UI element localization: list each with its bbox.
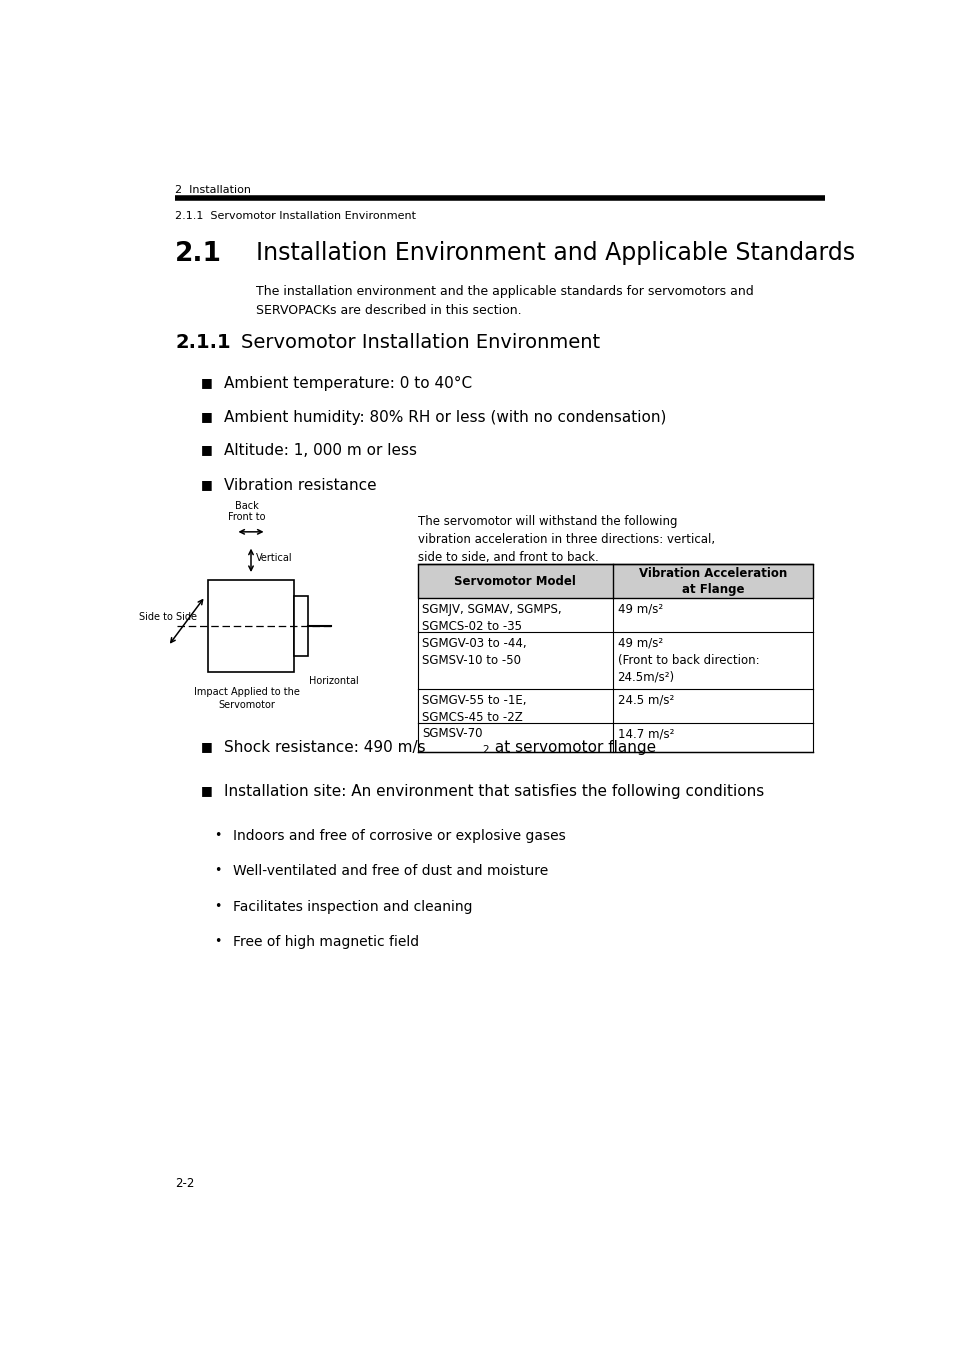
Text: 2-2: 2-2 — [174, 1178, 194, 1190]
Text: 2  Installation: 2 Installation — [174, 185, 251, 195]
Text: Side to Side: Side to Side — [138, 612, 196, 622]
Text: Servomotor: Servomotor — [218, 700, 275, 710]
Text: SGMJV, SGMAV, SGMPS,
SGMCS-02 to -35: SGMJV, SGMAV, SGMPS, SGMCS-02 to -35 — [422, 603, 561, 633]
Bar — [208, 580, 294, 672]
Text: 24.5 m/s²: 24.5 m/s² — [617, 694, 673, 707]
Text: 14.7 m/s²: 14.7 m/s² — [617, 727, 673, 741]
Text: •: • — [214, 864, 222, 877]
Text: Vertical: Vertical — [255, 553, 292, 564]
Text: SGMGV-03 to -44,
SGMSV-10 to -50: SGMGV-03 to -44, SGMSV-10 to -50 — [422, 637, 526, 667]
Bar — [417, 564, 812, 598]
Text: Ambient humidity: 80% RH or less (with no condensation): Ambient humidity: 80% RH or less (with n… — [224, 410, 665, 425]
Text: ■: ■ — [200, 784, 213, 798]
Text: Servomotor Model: Servomotor Model — [454, 575, 576, 588]
Text: ■: ■ — [200, 479, 213, 491]
Text: SGMSV-70: SGMSV-70 — [422, 727, 482, 741]
Text: Well-ventilated and free of dust and moisture: Well-ventilated and free of dust and moi… — [233, 864, 548, 879]
Text: at servomotor flange: at servomotor flange — [490, 740, 656, 754]
Text: 49 m/s²: 49 m/s² — [617, 603, 662, 615]
Text: ■: ■ — [200, 410, 213, 423]
Text: •: • — [214, 829, 222, 842]
Text: Impact Applied to the: Impact Applied to the — [194, 687, 300, 698]
Text: Vibration Acceleration
at Flange: Vibration Acceleration at Flange — [639, 566, 786, 596]
Text: Facilitates inspection and cleaning: Facilitates inspection and cleaning — [233, 900, 472, 914]
Text: The installation environment and the applicable standards for servomotors and
SE: The installation environment and the app… — [256, 285, 754, 316]
Text: Servomotor Installation Environment: Servomotor Installation Environment — [241, 333, 599, 352]
Text: Back: Back — [235, 502, 258, 511]
Text: Shock resistance: 490 m/s: Shock resistance: 490 m/s — [224, 740, 425, 754]
Text: 49 m/s²
(Front to back direction:
24.5m/s²): 49 m/s² (Front to back direction: 24.5m/… — [617, 637, 759, 684]
Text: Horizontal: Horizontal — [309, 676, 358, 685]
Text: Ambient temperature: 0 to 40°C: Ambient temperature: 0 to 40°C — [224, 376, 472, 391]
Text: •: • — [214, 936, 222, 948]
Text: ■: ■ — [200, 443, 213, 456]
Text: Free of high magnetic field: Free of high magnetic field — [233, 936, 419, 949]
Text: Installation site: An environment that satisfies the following conditions: Installation site: An environment that s… — [224, 784, 763, 799]
Text: Installation Environment and Applicable Standards: Installation Environment and Applicable … — [256, 241, 855, 265]
Text: 2: 2 — [482, 745, 489, 756]
Text: Vibration resistance: Vibration resistance — [224, 479, 376, 493]
Text: 2.1.1  Servomotor Installation Environment: 2.1.1 Servomotor Installation Environmen… — [174, 211, 416, 220]
Text: ■: ■ — [200, 376, 213, 389]
Text: SGMGV-55 to -1E,
SGMCS-45 to -2Z: SGMGV-55 to -1E, SGMCS-45 to -2Z — [422, 694, 526, 723]
Text: 2.1.1: 2.1.1 — [174, 333, 231, 352]
Text: Front to: Front to — [228, 512, 266, 522]
Text: ■: ■ — [200, 740, 213, 753]
Text: 2.1: 2.1 — [174, 241, 222, 266]
Text: Indoors and free of corrosive or explosive gases: Indoors and free of corrosive or explosi… — [233, 829, 565, 844]
Text: •: • — [214, 900, 222, 913]
Text: Altitude: 1, 000 m or less: Altitude: 1, 000 m or less — [224, 443, 416, 458]
Bar — [294, 596, 307, 656]
Text: The servomotor will withstand the following
vibration acceleration in three dire: The servomotor will withstand the follow… — [417, 515, 714, 564]
